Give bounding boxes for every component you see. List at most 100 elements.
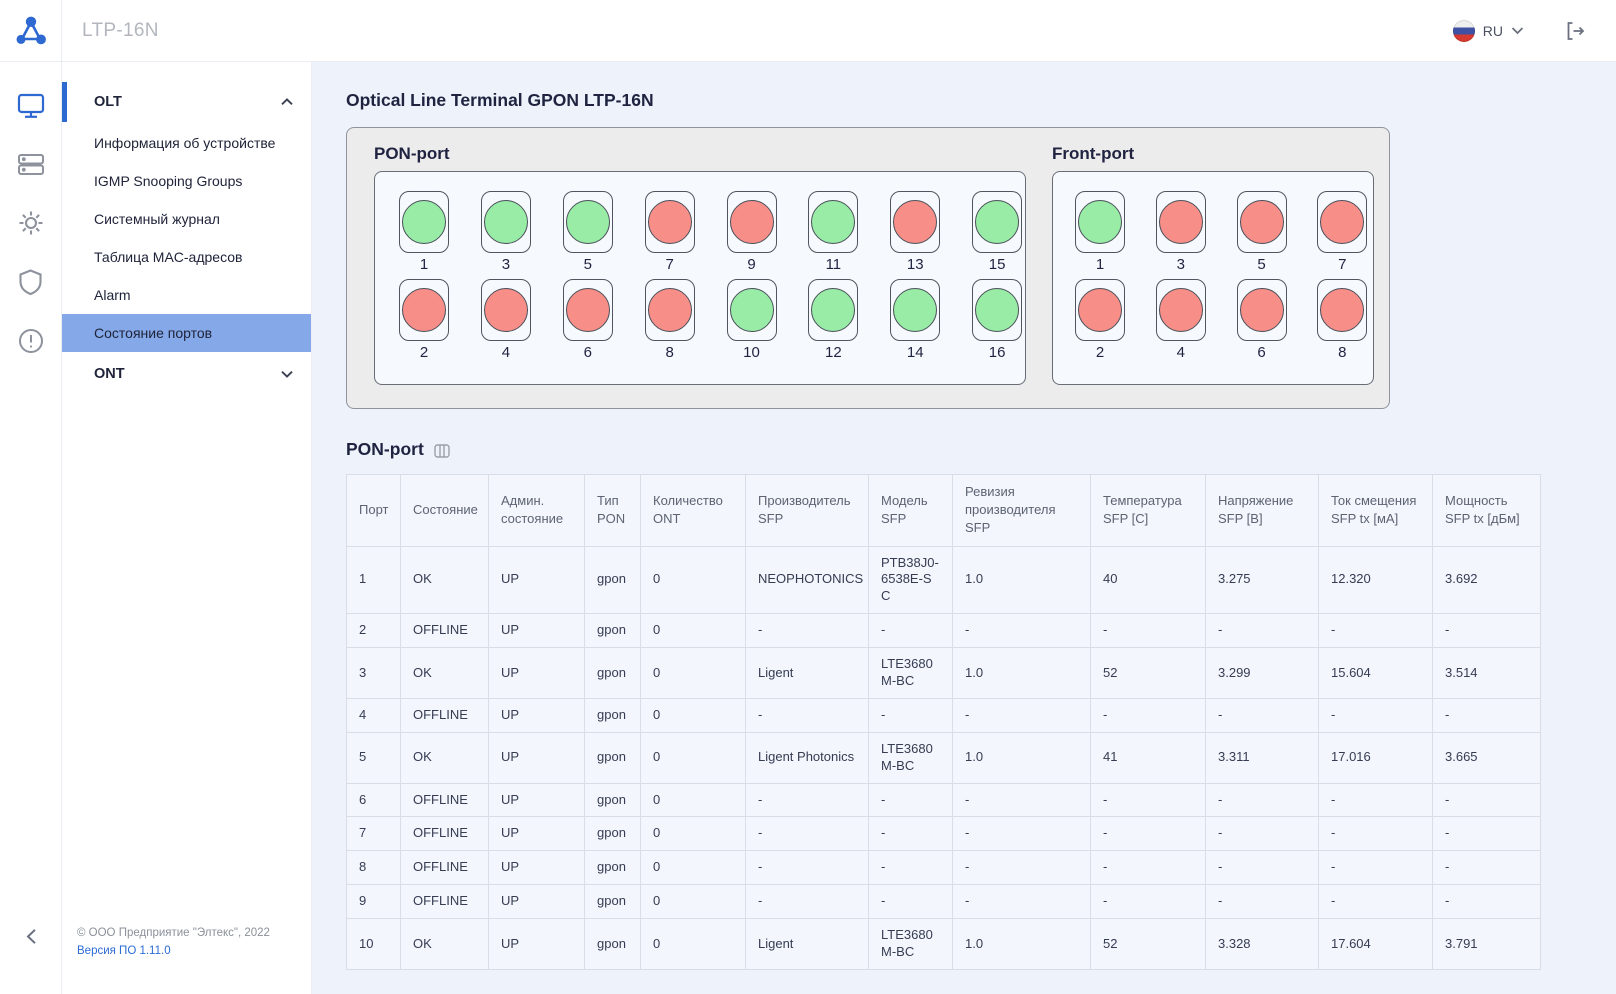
sidebar-footer: © ООО Предприятие "Элтекс", 2022 Версия …	[77, 925, 270, 960]
sidebar-item[interactable]: Таблица MAC-адресов	[94, 249, 243, 265]
settings-icon[interactable]	[14, 206, 48, 240]
table-row[interactable]: 3 OK UP gpon 0 Ligent LTE3680M-BC 1.0 52 3.299 15.…	[346, 647, 1541, 699]
table-cell: 0	[640, 613, 746, 649]
table-cell: 3.665	[1432, 731, 1541, 784]
table-cell: 1.0	[952, 647, 1091, 699]
line-cards-icon[interactable]	[14, 147, 48, 181]
table-cell: -	[952, 884, 1091, 920]
table-row[interactable]: 2 OFFLINE UP gpon 0- - - - - - -	[346, 613, 1541, 649]
table-cell: -	[745, 850, 869, 886]
table-row[interactable]: 8 OFFLINE UP gpon 0- - - - - - -	[346, 850, 1541, 886]
port-led-box	[972, 191, 1023, 253]
alerts-icon[interactable]	[14, 324, 48, 358]
sidebar-item[interactable]: Состояние портов	[62, 314, 311, 352]
port-number: 2	[1095, 344, 1105, 361]
collapse-sidebar-button[interactable]	[0, 928, 62, 950]
port-number: 12	[825, 344, 842, 361]
port-8[interactable]: 8	[1317, 279, 1368, 367]
port-7[interactable]: 7	[1317, 191, 1368, 279]
table-cell: -	[1432, 816, 1541, 852]
port-status-led	[811, 288, 856, 332]
table-cell: 3.311	[1205, 731, 1319, 784]
port-9[interactable]: 9	[726, 191, 777, 279]
table-cell: PTB38J0-6538E-SC	[868, 545, 953, 615]
port-1[interactable]: 1	[399, 191, 449, 279]
table-cell: -	[1318, 613, 1433, 649]
port-number: 5	[1257, 256, 1266, 273]
port-12[interactable]: 12	[808, 279, 859, 367]
table-cell: OFFLINE	[400, 816, 489, 852]
table-cell: -	[745, 884, 869, 920]
port-1[interactable]: 1	[1075, 191, 1125, 279]
russia-flag-icon	[1452, 19, 1475, 42]
port-2[interactable]: 2	[1075, 279, 1125, 367]
table-row[interactable]: 6 OFFLINE UP gpon 0- - - - - - -	[346, 782, 1541, 818]
top-header: LTP-16N RU	[0, 0, 1616, 62]
table-cell: gpon	[584, 647, 641, 699]
port-11[interactable]: 11	[808, 191, 859, 279]
sidebar-item[interactable]: Информация об устройстве	[94, 135, 276, 151]
table-row[interactable]: 5 OK UP gpon 0 Ligent Photonics LTE3680M-BC 1.0…	[346, 731, 1541, 784]
port-3[interactable]: 3	[480, 191, 531, 279]
port-5[interactable]: 5	[562, 191, 613, 279]
table-row[interactable]: 10 OK UP gpon 0 Ligent LTE3680M-BC 1.0 52 3.328 17…	[346, 918, 1541, 970]
table-cell: OK	[400, 731, 489, 784]
port-status-led	[1158, 200, 1203, 244]
table-cell: 3.791	[1432, 918, 1541, 970]
port-number: 11	[825, 256, 842, 273]
sidebar-item[interactable]: Alarm	[94, 287, 131, 303]
port-7[interactable]: 7	[644, 191, 695, 279]
table-cell: LTE3680M-BC	[868, 918, 953, 970]
port-number: 10	[743, 344, 760, 361]
sidebar-section-olt[interactable]: OLT	[62, 80, 311, 124]
port-status-led	[893, 288, 938, 332]
table-row[interactable]: 4 OFFLINE UP gpon 0- - - - - - -	[346, 697, 1541, 733]
monitor-icon[interactable]	[14, 88, 48, 122]
port-8[interactable]: 8	[644, 279, 695, 367]
port-16[interactable]: 16	[972, 279, 1023, 367]
sidebar-section-ont[interactable]: ONT	[62, 352, 311, 396]
port-status-led	[647, 288, 692, 332]
table-row[interactable]: 9 OFFLINE UP gpon 0- - - - - - -	[346, 884, 1541, 920]
shield-icon[interactable]	[14, 265, 48, 299]
firmware-version-link[interactable]: Версия ПО 1.11.0	[77, 945, 171, 958]
header-actions: RU	[1452, 19, 1616, 42]
port-15[interactable]: 15	[972, 191, 1023, 279]
table-cell: Ligent	[745, 647, 869, 699]
port-6[interactable]: 6	[1236, 279, 1287, 367]
port-10[interactable]: 10	[726, 279, 777, 367]
port-led-box	[972, 279, 1023, 341]
sidebar-item[interactable]: IGMP Snooping Groups	[94, 173, 243, 189]
logout-button[interactable]	[1564, 20, 1586, 42]
eltex-logo-icon[interactable]	[0, 0, 62, 61]
table-cell: 10	[346, 918, 401, 970]
port-2[interactable]: 2	[399, 279, 449, 367]
port-5[interactable]: 5	[1236, 191, 1287, 279]
port-3[interactable]: 3	[1155, 191, 1206, 279]
port-6[interactable]: 6	[562, 279, 613, 367]
table-cell: 0	[640, 850, 746, 886]
table-cell: OFFLINE	[400, 884, 489, 920]
port-number: 2	[419, 344, 429, 361]
table-row[interactable]: 1 OK UP gpon 0 NEOPHOTONICS PTB38J0-6538E-SC 1.…	[346, 545, 1541, 615]
port-4[interactable]: 4	[480, 279, 531, 367]
table-cell: 5	[346, 731, 401, 784]
table-cell: -	[952, 697, 1091, 733]
language-selector[interactable]: RU	[1452, 19, 1524, 42]
port-status-led	[483, 200, 528, 244]
port-number: 15	[988, 256, 1006, 273]
port-4[interactable]: 4	[1155, 279, 1206, 367]
table-cell: -	[1432, 782, 1541, 818]
table-cell: LTE3680M-BC	[868, 647, 953, 699]
port-14[interactable]: 14	[890, 279, 941, 367]
icon-rail	[0, 62, 62, 994]
table-row[interactable]: 7 OFFLINE UP gpon 0- - - - - - -	[346, 816, 1541, 852]
port-number: 8	[665, 344, 674, 361]
table-cell: 0	[640, 782, 746, 818]
sidebar-item[interactable]: Системный журнал	[94, 211, 220, 227]
columns-settings-icon[interactable]	[434, 443, 450, 458]
port-13[interactable]: 13	[890, 191, 941, 279]
table-cell: -	[1432, 850, 1541, 886]
table-cell: -	[952, 613, 1091, 649]
app-title: LTP-16N	[82, 19, 159, 41]
